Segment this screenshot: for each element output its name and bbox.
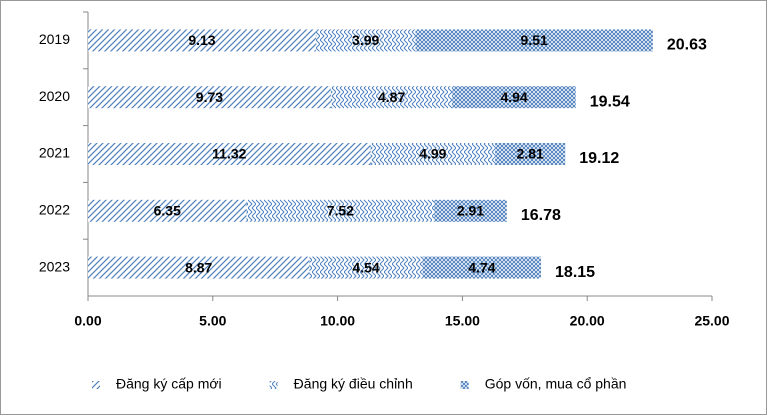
data-label: 9.73 [196,89,223,105]
data-label: 6.35 [154,203,181,219]
data-label: 4.54 [352,259,379,275]
bar-segment [88,199,247,222]
data-label: 2.81 [517,146,544,162]
legend-swatch [92,381,100,389]
total-label: 19.12 [579,150,619,167]
bar-segment [434,199,507,222]
legend-label: Đăng ký cấp mới [116,376,222,392]
y-tick-label: 2023 [39,258,70,274]
y-tick-label: 2020 [39,88,70,104]
legend-label: Góp vốn, mua cổ phần [485,376,627,392]
bar-segment [415,29,653,52]
data-label: 4.74 [468,259,495,275]
y-tick-label: 2022 [39,202,70,218]
bar-segment [88,143,371,165]
x-tick-label: 0.00 [74,313,101,329]
bar-segment [246,199,435,222]
data-label: 2.91 [457,203,484,219]
x-tick-label: 20.00 [570,313,605,329]
legend-swatch [460,381,469,389]
bar-segment [452,86,576,109]
bar-segment [309,256,423,279]
x-tick-label: 15.00 [445,313,480,329]
data-label: 9.13 [188,32,215,48]
x-tick-label: 5.00 [199,313,226,329]
bar-segment [88,86,331,109]
total-label: 19.54 [590,93,630,110]
legend-swatch [269,381,278,389]
data-label: 7.52 [327,203,354,219]
y-tick-label: 2019 [39,31,70,47]
x-tick-label: 10.00 [320,313,355,329]
total-label: 20.63 [667,37,707,54]
bar-segment [330,86,453,109]
data-label: 9.51 [521,32,548,48]
data-label: 4.99 [419,146,446,162]
bar-segment [422,256,542,279]
bar-segment [88,29,316,52]
data-label: 11.32 [212,146,246,162]
x-tick-label: 25.00 [694,313,729,329]
data-label: 4.94 [500,89,527,105]
bar-segment [370,143,496,165]
bar-segment [495,143,566,165]
bar-segment [315,29,416,52]
legend-label: Đăng ký điều chỉnh [294,376,413,392]
data-label: 4.87 [378,89,405,105]
total-label: 18.15 [555,264,595,281]
data-label: 8.87 [185,259,212,275]
data-label: 3.99 [352,32,379,48]
bar-segment [88,256,310,279]
y-tick-label: 2021 [39,145,70,161]
total-label: 16.78 [521,207,561,224]
